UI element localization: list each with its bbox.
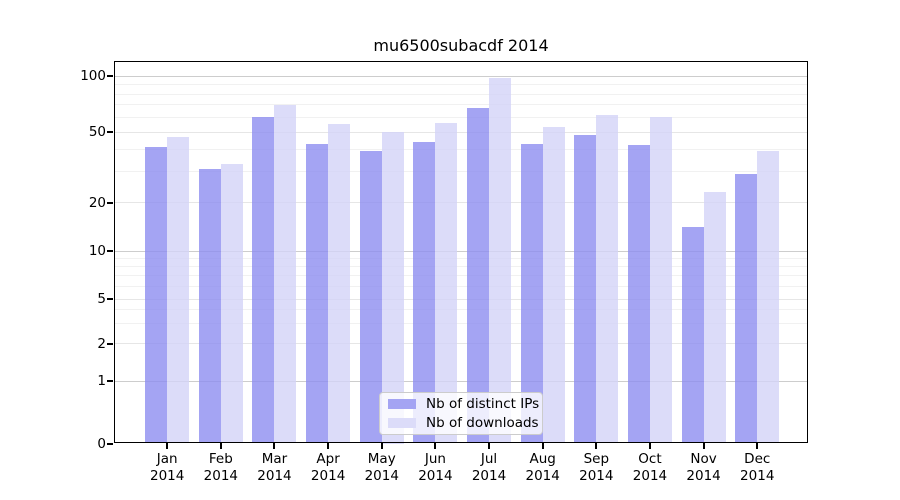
gridline (114, 104, 808, 106)
gridline (114, 343, 808, 344)
bar-nb-of-distinct-ips-feb (198, 168, 221, 444)
bar-nb-of-distinct-ips-jun (413, 141, 436, 444)
x-tick-label: Aug 2014 (525, 451, 560, 484)
gridline (114, 257, 808, 259)
gridline (114, 93, 808, 95)
x-tick (380, 443, 383, 449)
legend-swatch-distinct-ips (388, 399, 416, 410)
y-tick-label: 50 (88, 124, 106, 140)
x-tick (434, 443, 437, 449)
gridline (114, 380, 808, 382)
grid-layer (114, 61, 808, 443)
bar-nb-of-downloads-nov (703, 191, 726, 444)
bar-nb-of-distinct-ips-jul (467, 108, 490, 444)
bar-nb-of-downloads-feb (220, 163, 243, 444)
y-tick (107, 442, 113, 445)
gridline (114, 323, 808, 325)
x-tick-label: Dec 2014 (740, 451, 775, 484)
legend-item-downloads: Nb of downloads (388, 414, 539, 433)
plot-area: 100 50 20 10 5 2 1 0 Jan 2014 Feb 2014 Mar 2014 Apr 201… (80, 61, 808, 484)
gridline (114, 202, 808, 203)
y-tick-label: 2 (97, 335, 106, 352)
y-tick (107, 298, 113, 300)
gridline (114, 275, 808, 277)
gridline (114, 131, 808, 133)
y-tick (107, 250, 113, 252)
x-tick-label: Oct 2014 (632, 451, 668, 484)
bars-layer (114, 61, 808, 444)
gridline (114, 309, 808, 311)
bar-nb-of-downloads-aug (542, 127, 565, 444)
x-tick (219, 443, 222, 449)
x-tick-label: Jan 2014 (150, 451, 185, 484)
y-tick-label: 5 (97, 291, 106, 307)
legend: Nb of distinct IPs Nb of downloads (379, 392, 543, 435)
bar-nb-of-distinct-ips-mar (252, 117, 275, 444)
y-tick-label: 10 (88, 243, 106, 259)
y-tick-label: 1 (97, 373, 106, 389)
x-tick (702, 443, 705, 449)
bar-nb-of-distinct-ips-aug (520, 143, 543, 444)
x-tick-label: Jun 2014 (418, 451, 453, 484)
bar-nb-of-downloads-sep (596, 114, 619, 444)
x-tick-label: May 2014 (364, 451, 399, 484)
gridline (114, 250, 808, 252)
bar-nb-of-downloads-jul (489, 77, 512, 444)
y-tick-label: 100 (80, 68, 106, 84)
bar-nb-of-downloads-may (381, 132, 404, 444)
bar-nb-of-downloads-apr (328, 124, 351, 444)
x-tick-label: Apr 2014 (310, 451, 346, 484)
bar-nb-of-downloads-dec (757, 151, 780, 444)
y-tick (107, 131, 113, 133)
gridline (114, 285, 808, 287)
bar-nb-of-distinct-ips-apr (306, 143, 329, 444)
bar-nb-of-distinct-ips-sep (574, 135, 597, 444)
gridline (114, 84, 808, 85)
bar-nb-of-downloads-oct (649, 117, 672, 444)
gridline (114, 298, 808, 300)
x-tick (756, 443, 759, 449)
y-tick (107, 380, 113, 382)
bar-nb-of-distinct-ips-jan (145, 147, 168, 444)
gridline (114, 75, 808, 77)
legend-label-downloads: Nb of downloads (426, 414, 539, 431)
x-tick-label: Nov 2014 (686, 451, 721, 484)
x-tick-label: Feb 2014 (203, 451, 238, 484)
legend-item-distinct-ips: Nb of distinct IPs (388, 395, 539, 414)
gridline (114, 170, 808, 172)
x-tick (648, 443, 651, 449)
legend-label-distinct-ips: Nb of distinct IPs (426, 396, 540, 413)
gridline (114, 148, 808, 150)
chart-title: mu6500subacdf 2014 (373, 36, 549, 55)
bar-nb-of-downloads-jun (435, 122, 458, 444)
x-tick (166, 443, 169, 449)
x-tick (273, 443, 276, 449)
x-tick-label: Mar 2014 (257, 451, 292, 484)
bar-nb-of-downloads-mar (274, 104, 297, 444)
x-tick (488, 443, 491, 449)
bar-nb-of-distinct-ips-dec (735, 173, 758, 444)
y-tick (107, 201, 113, 204)
x-tick (541, 443, 544, 449)
x-tick-label: Sep 2014 (579, 451, 614, 484)
gridline (114, 116, 808, 118)
bar-nb-of-downloads-jan (167, 136, 190, 444)
x-tick (595, 443, 598, 449)
legend-swatch-downloads (388, 417, 416, 428)
gridline (114, 265, 808, 267)
y-tick-label: 0 (97, 435, 106, 452)
y-tick (107, 342, 113, 345)
y-tick (107, 75, 113, 77)
bar-nb-of-distinct-ips-may (359, 151, 382, 444)
x-tick-label: Jul 2014 (471, 451, 507, 484)
bar-nb-of-distinct-ips-oct (627, 145, 650, 444)
x-tick (327, 443, 330, 449)
bar-nb-of-distinct-ips-nov (681, 227, 704, 444)
y-tick-label: 20 (88, 194, 106, 211)
